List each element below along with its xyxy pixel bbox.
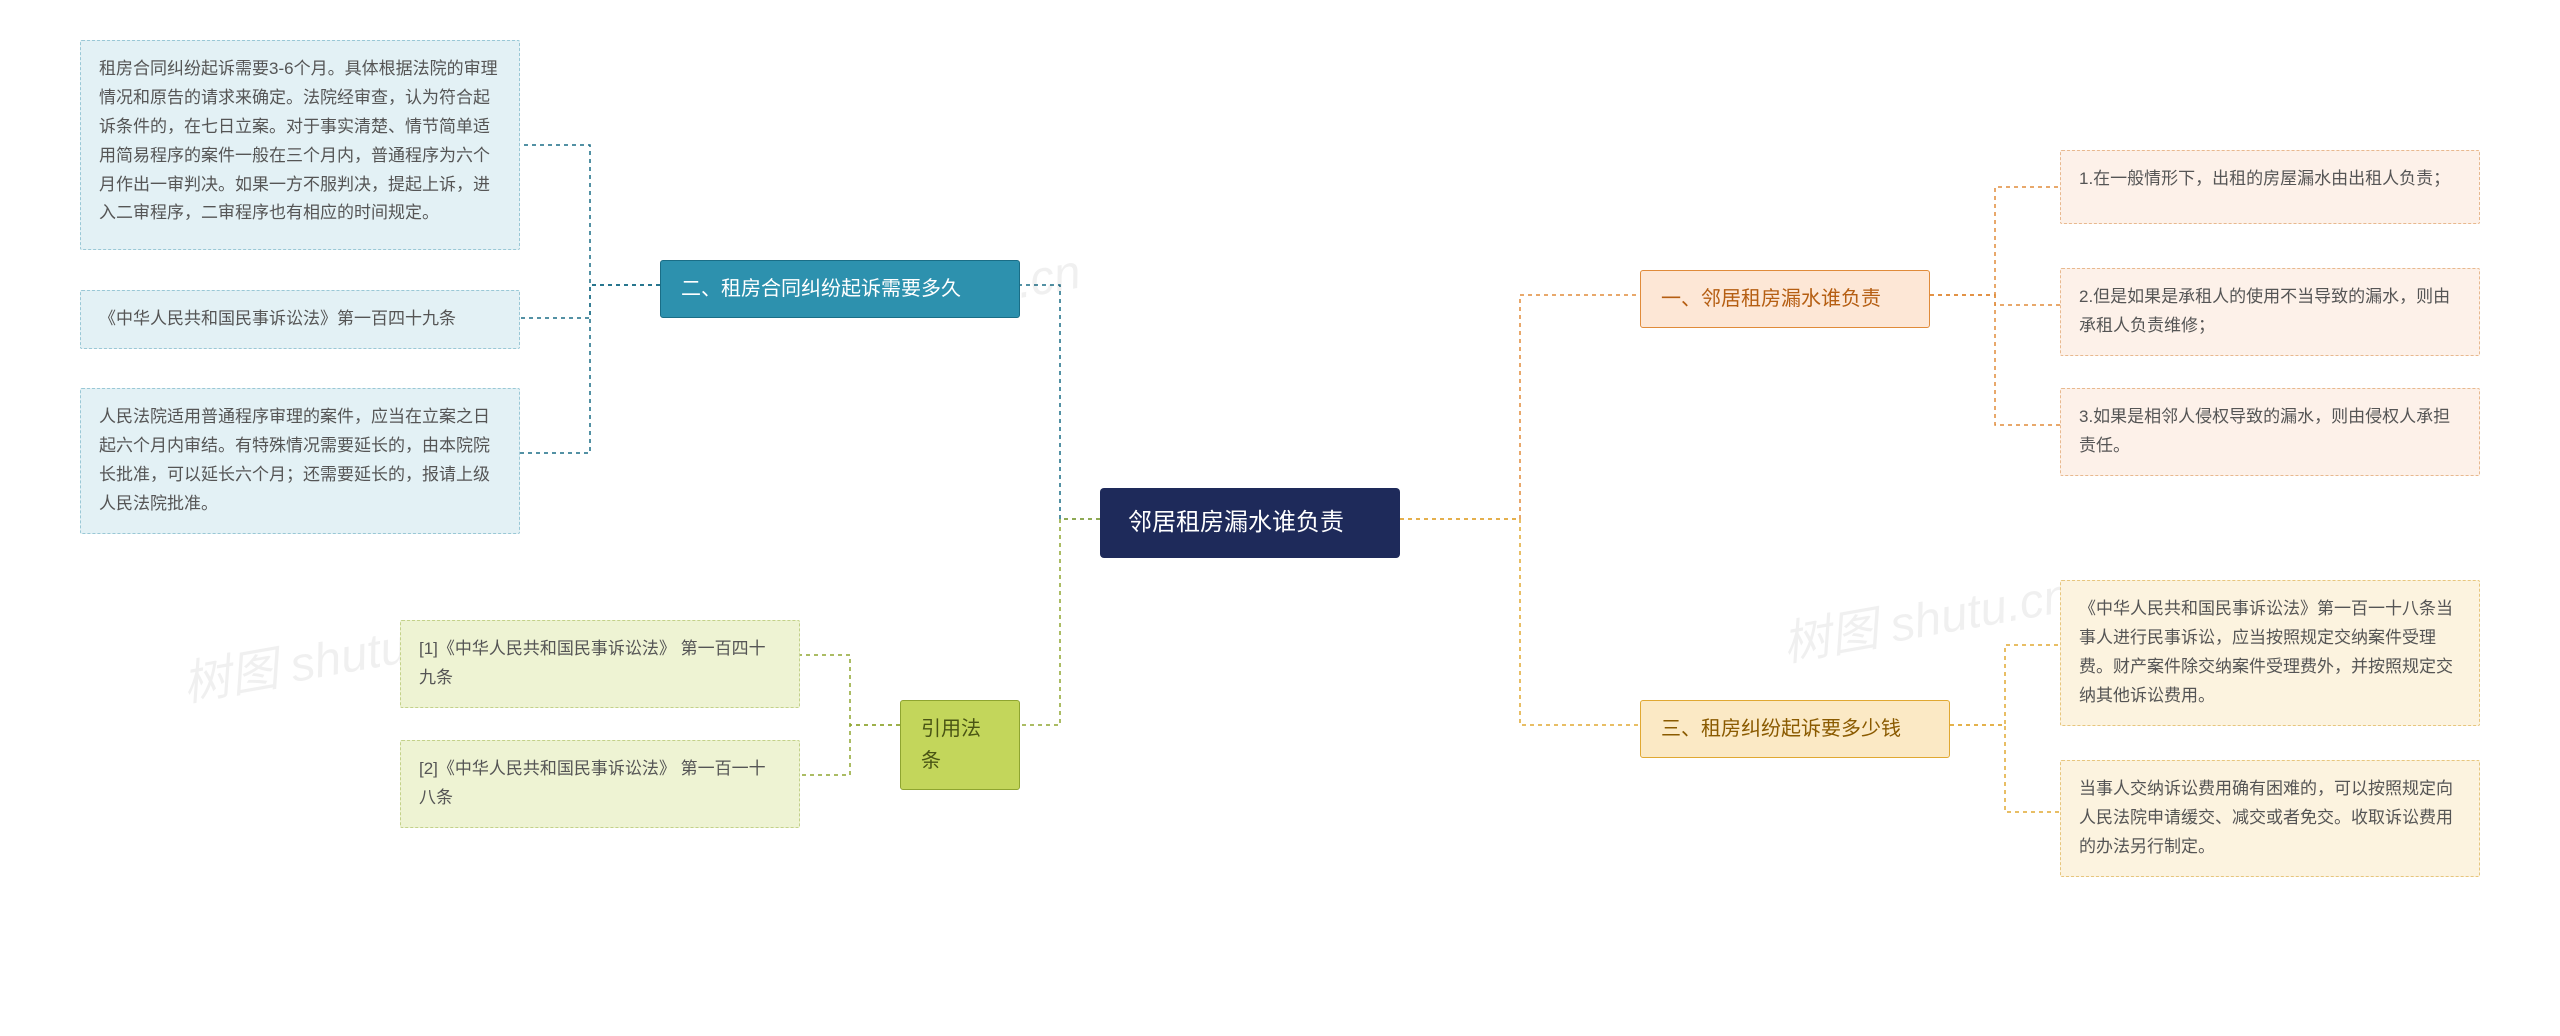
center-node[interactable]: 邻居租房漏水谁负责	[1100, 488, 1400, 558]
leaf-node: [1]《中华人民共和国民事诉讼法》 第一百四十九条	[400, 620, 800, 708]
watermark: 树图 shutu.cn	[1776, 555, 2075, 674]
leaf-node: 3.如果是相邻人侵权导致的漏水，则由侵权人承担责任。	[2060, 388, 2480, 476]
branch-node[interactable]: 三、租房纠纷起诉要多少钱	[1640, 700, 1950, 758]
leaf-node: 当事人交纳诉讼费用确有困难的，可以按照规定向人民法院申请缓交、减交或者免交。收取…	[2060, 760, 2480, 877]
leaf-node: [2]《中华人民共和国民事诉讼法》 第一百一十八条	[400, 740, 800, 828]
leaf-node: 租房合同纠纷起诉需要3-6个月。具体根据法院的审理情况和原告的请求来确定。法院经…	[80, 40, 520, 250]
leaf-node: 《中华人民共和国民事诉讼法》第一百一十八条当事人进行民事诉讼，应当按照规定交纳案…	[2060, 580, 2480, 726]
leaf-node: 2.但是如果是承租人的使用不当导致的漏水，则由承租人负责维修；	[2060, 268, 2480, 356]
leaf-node: 《中华人民共和国民事诉讼法》第一百四十九条	[80, 290, 520, 349]
branch-node[interactable]: 引用法条	[900, 700, 1020, 790]
branch-node[interactable]: 一、邻居租房漏水谁负责	[1640, 270, 1930, 328]
leaf-node: 人民法院适用普通程序审理的案件，应当在立案之日起六个月内审结。有特殊情况需要延长…	[80, 388, 520, 534]
branch-node[interactable]: 二、租房合同纠纷起诉需要多久	[660, 260, 1020, 318]
leaf-node: 1.在一般情形下，出租的房屋漏水由出租人负责；	[2060, 150, 2480, 224]
